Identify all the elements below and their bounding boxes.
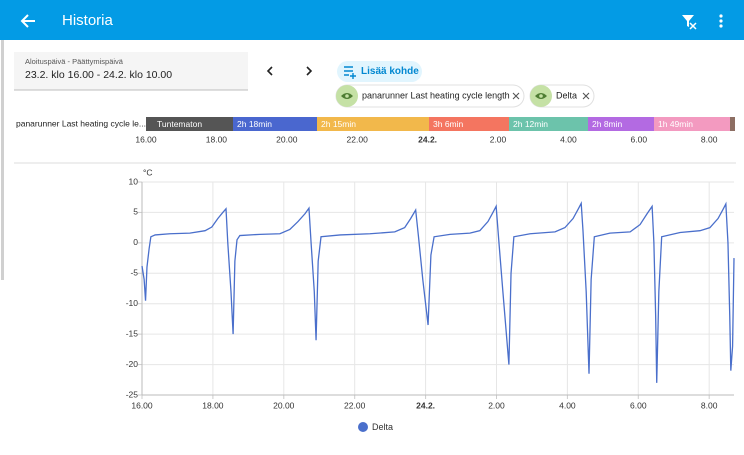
x-tick-label: 18.00 [202, 400, 224, 410]
timeline-label: panarunner Last heating cycle le... [16, 118, 146, 128]
x-tick-label: 20.00 [273, 400, 295, 410]
back-button[interactable] [20, 14, 35, 28]
scrollbar [1, 40, 4, 280]
y-tick-label: -10 [126, 298, 139, 308]
legend-label: Delta [372, 422, 393, 432]
clear-filter-button[interactable] [682, 15, 697, 30]
timeline-tick-label: 8.00 [701, 134, 718, 144]
chip-label: panarunner Last heating cycle length [362, 90, 510, 100]
timeline-segment [654, 117, 730, 131]
timeline-tick-label: 18.00 [206, 134, 228, 144]
chip-label: Delta [556, 90, 577, 100]
timeline-segment [730, 117, 735, 131]
timeline-tick-label: 24.2. [418, 134, 437, 144]
x-tick-label: 22.00 [344, 400, 366, 410]
timeline-segment-label: 2h 8min [592, 119, 623, 129]
y-tick-label: -5 [130, 268, 138, 278]
timeline-segment-label: 3h 6min [433, 119, 464, 129]
date-picker-label: Aloituspäivä - Päättymispäivä [25, 57, 124, 66]
add-target-label: Lisää kohde [361, 66, 419, 77]
timeline: Tuntematon 2h 18min 2h 15min 3h 6min 2h 12mi… [135, 117, 735, 144]
x-tick-label: 8.00 [701, 400, 718, 410]
date-picker[interactable] [14, 52, 248, 90]
timeline-segment [146, 117, 233, 131]
timeline-segment [429, 117, 509, 131]
date-picker-value: 23.2. klo 16.00 - 24.2. klo 10.00 [25, 69, 172, 81]
prev-button[interactable] [266, 66, 273, 76]
timeline-segment-label: 2h 12min [513, 119, 548, 129]
page-title: Historia [62, 12, 114, 29]
timeline-segment [509, 117, 588, 131]
timeline-tick-label: 2.00 [490, 134, 507, 144]
timeline-tick-label: 16.00 [135, 134, 157, 144]
data-line [141, 200, 735, 383]
entity-chip[interactable]: panarunner Last heating cycle length [335, 84, 525, 108]
timeline-tick-label: 4.00 [560, 134, 577, 144]
entity-chip[interactable]: Delta [529, 84, 595, 108]
timeline-segment-label: Tuntematon [157, 119, 202, 129]
x-tick-label: 6.00 [630, 400, 647, 410]
timeline-segment-label: 2h 18min [237, 119, 272, 129]
timeline-tick-label: 6.00 [631, 134, 648, 144]
timeline-segment [233, 117, 317, 131]
add-target-button[interactable]: Lisää kohde [337, 61, 422, 82]
menu-button[interactable] [719, 14, 723, 28]
timeline-tick-label: 20.00 [276, 134, 298, 144]
timeline-segment [317, 117, 429, 131]
next-button[interactable] [306, 66, 313, 76]
y-tick-label: 5 [133, 207, 138, 217]
x-tick-label: 24.2. [416, 400, 435, 410]
legend-marker[interactable] [358, 422, 368, 432]
y-tick-label: 0 [133, 237, 138, 247]
y-tick-label: -15 [126, 328, 139, 338]
timeline-segment-label: 1h 49min [658, 119, 693, 129]
x-tick-label: 2.00 [488, 400, 505, 410]
timeline-segment [588, 117, 654, 131]
y-tick-label: -20 [126, 359, 139, 369]
y-axis-unit: °C [143, 167, 153, 177]
app-bar [0, 0, 744, 40]
timeline-segment-label: 2h 15min [321, 119, 356, 129]
timeline-tick-label: 22.00 [347, 134, 369, 144]
x-tick-label: 4.00 [559, 400, 576, 410]
y-tick-label: 10 [129, 176, 139, 186]
y-tick-label: -25 [126, 389, 139, 399]
x-tick-label: 16.00 [131, 400, 153, 410]
